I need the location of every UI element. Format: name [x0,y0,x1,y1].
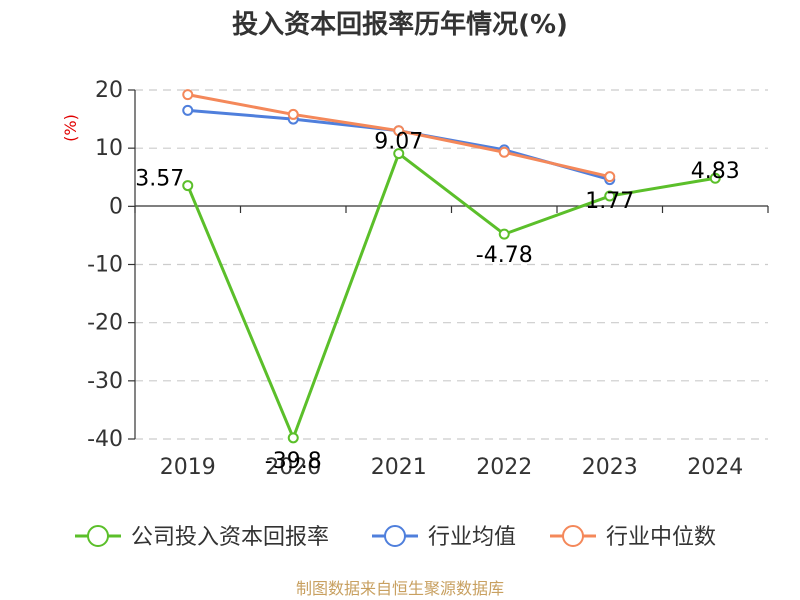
y-tick-label: 0 [109,194,123,219]
series-point-2 [604,171,616,183]
series-point-1 [182,104,194,116]
y-tick-label: -30 [87,369,123,394]
data-labels: 3.57 -39.8 9.07 -4.78 1.77 4.83 [135,130,739,474]
series-point-0 [709,172,721,184]
legend-label: 公司投入资本回报率 [131,525,329,550]
x-tick-label: 2020 [265,455,321,480]
data-label: -4.78 [476,243,533,268]
series-line-0 [186,152,716,440]
y-tick-label: -10 [87,253,123,278]
series-point-0 [182,180,194,192]
y-tick-label: -40 [87,427,123,452]
data-label: 1.77 [585,189,634,214]
legend-item[interactable]: 公司投入资本回报率 [75,525,329,550]
series-point-2 [498,146,510,158]
y-tick-label: 10 [95,136,123,161]
series-point-0 [393,148,405,160]
legend-item[interactable]: 行业中位数 [550,525,716,550]
grid [135,89,768,440]
y-unit-label: (%) [61,114,80,142]
series-point-2 [287,108,299,120]
y-tick-label: 20 [95,78,123,103]
x-tick-label: 2024 [687,455,743,480]
axes: 20 10 0 -10 -20 -30 -40 2019 2020 2021 2022 2023 202… [87,78,769,480]
x-tick-label: 2023 [582,455,638,480]
x-tick-label: 2019 [160,455,216,480]
series-point-2 [182,89,194,101]
data-label: 4.83 [691,159,740,184]
source-note: 制图数据来自恒生聚源数据库 [296,579,504,598]
x-tick-label: 2021 [371,455,427,480]
x-tick-label: 2022 [476,455,532,480]
legend-label: 行业均值 [428,525,516,550]
series-point-0 [287,432,299,444]
series-point-2 [393,125,405,137]
legend[interactable]: 公司投入资本回报率 行业均值 行业中位数 [75,525,716,550]
data-label: 9.07 [374,130,423,155]
chart-title: 投入资本回报率历年情况(%) [232,9,568,40]
data-label: -39.8 [265,449,322,474]
series-point-0 [498,228,510,240]
series-layer [182,89,721,444]
legend-swatch-marker [384,525,406,547]
y-tick-label: -20 [87,311,123,336]
legend-item[interactable]: 行业均值 [372,525,516,550]
legend-swatch-marker [87,525,109,547]
legend-swatch-marker [562,525,584,547]
series-point-0 [604,190,616,202]
data-label: 3.57 [135,167,184,192]
legend-label: 行业中位数 [606,525,716,550]
